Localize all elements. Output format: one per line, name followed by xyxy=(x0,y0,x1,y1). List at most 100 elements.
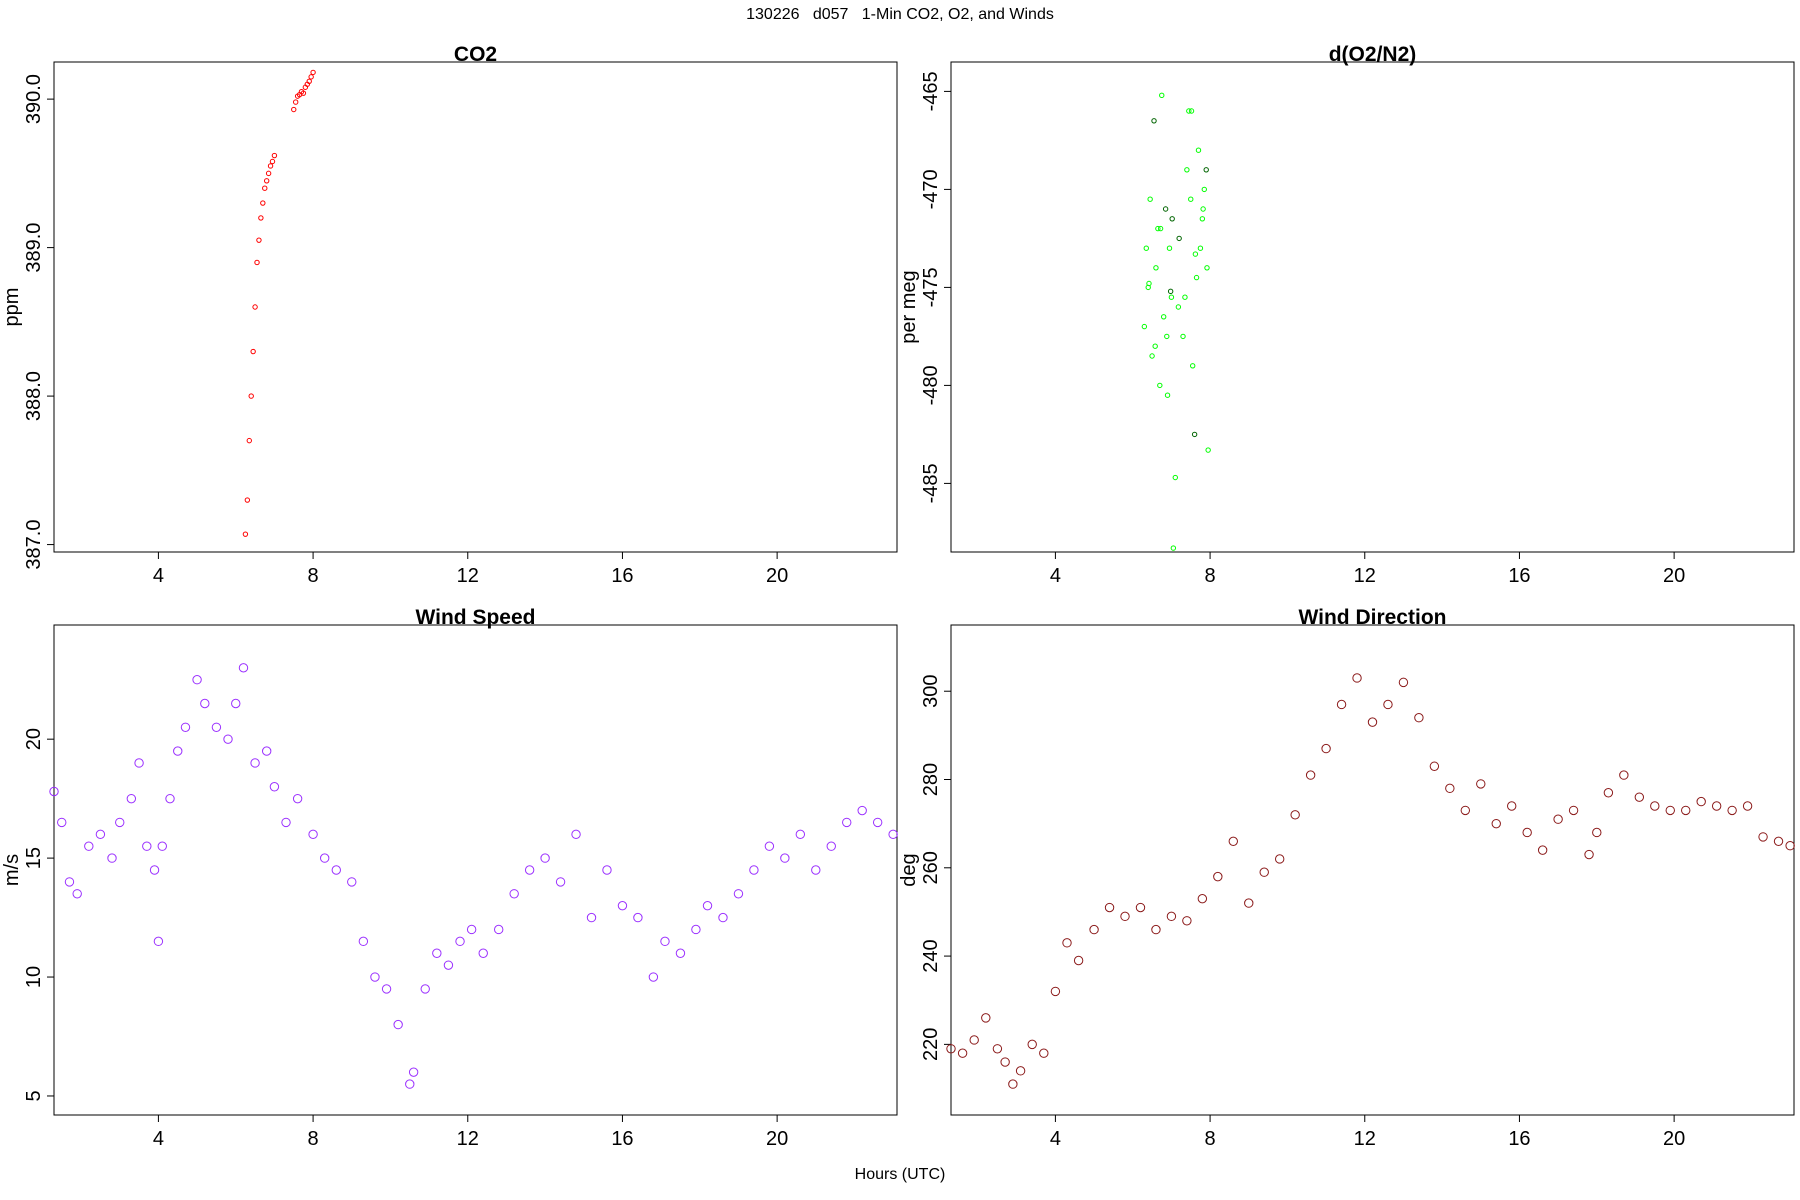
y-tick-label: 240 xyxy=(920,939,942,972)
data-point xyxy=(981,1013,991,1023)
data-point xyxy=(269,158,276,165)
data-point xyxy=(200,698,210,709)
data-point xyxy=(1151,118,1157,124)
data-point xyxy=(292,793,303,804)
data-point xyxy=(555,877,566,887)
data-point xyxy=(1522,827,1532,838)
data-point xyxy=(1491,818,1501,829)
data-point xyxy=(1155,225,1161,232)
data-point xyxy=(1199,216,1206,222)
data-point xyxy=(586,912,597,923)
data-point xyxy=(381,984,392,994)
data-point xyxy=(1169,216,1175,222)
data-point xyxy=(992,1044,1003,1054)
data-point xyxy=(1104,902,1115,913)
data-point xyxy=(1201,186,1207,193)
data-point xyxy=(269,782,280,792)
data-point xyxy=(478,948,488,958)
data-point xyxy=(1665,805,1675,816)
x-tick-label: 16 xyxy=(1508,1128,1530,1150)
data-point xyxy=(358,936,369,947)
data-point xyxy=(1429,761,1440,771)
data-point xyxy=(1773,836,1784,847)
data-point xyxy=(126,793,137,804)
y-tick-label: 280 xyxy=(920,763,942,796)
data-point xyxy=(265,170,272,177)
data-point xyxy=(780,853,790,863)
data-point xyxy=(811,865,821,875)
data-point xyxy=(872,817,883,828)
y-tick-label: 10 xyxy=(23,966,45,988)
y-tick-label: 15 xyxy=(23,847,45,869)
data-point xyxy=(115,817,125,828)
data-point xyxy=(749,865,759,875)
data-point xyxy=(238,663,249,673)
data-point xyxy=(675,948,686,958)
data-point xyxy=(509,889,519,899)
data-point xyxy=(1191,431,1198,438)
x-tick-label: 16 xyxy=(611,565,633,587)
data-point xyxy=(1149,353,1155,359)
data-point xyxy=(1758,832,1768,842)
x-tick-label: 20 xyxy=(1663,565,1685,587)
data-point xyxy=(1000,1057,1010,1067)
y-tick-label: -465 xyxy=(920,71,942,111)
data-point xyxy=(1166,911,1177,922)
data-point xyxy=(1584,849,1594,860)
data-point xyxy=(405,1079,415,1089)
x-tick-label: 12 xyxy=(1354,565,1376,587)
data-point xyxy=(1259,867,1269,877)
data-point xyxy=(246,437,252,444)
data-point xyxy=(1634,792,1645,802)
data-point xyxy=(1143,245,1149,251)
data-point xyxy=(1200,206,1206,212)
data-point xyxy=(1135,902,1146,913)
data-point xyxy=(254,259,260,266)
data-point xyxy=(1153,265,1159,271)
data-point xyxy=(1192,251,1199,257)
data-point xyxy=(49,786,59,797)
x-tick-label: 8 xyxy=(308,1128,319,1150)
data-point xyxy=(1197,245,1204,251)
plot-frame xyxy=(53,624,898,1116)
data-point xyxy=(267,163,274,169)
data-point xyxy=(842,817,852,828)
data-point xyxy=(134,758,144,768)
data-point xyxy=(1603,788,1614,798)
data-point xyxy=(420,984,430,994)
x-tick-label: 4 xyxy=(153,1128,164,1150)
plot-title: d(O2/N2) xyxy=(1329,43,1417,66)
chart-o2: d(O2/N2) 4 8 12 16 20 -485 -480 -475 -470 -465 per … xyxy=(898,43,1795,587)
chart-co2: CO2 4 8 12 16 20 387.0 388.0 389.0 390.0 ppm xyxy=(1,43,898,587)
y-tick-label: -485 xyxy=(920,463,942,503)
data-point xyxy=(1785,841,1795,851)
data-point xyxy=(231,698,241,709)
data-point xyxy=(1008,1079,1018,1089)
data-point xyxy=(1197,893,1208,904)
data-point xyxy=(72,889,82,899)
data-point xyxy=(494,924,504,935)
data-point xyxy=(1166,245,1173,251)
data-point xyxy=(660,936,670,947)
chart-wind-speed: Wind Speed 4 8 12 16 20 5 10 15 20 m/s xyxy=(1,606,898,1150)
data-point xyxy=(1460,805,1471,816)
data-point xyxy=(1696,796,1706,807)
plot-frame xyxy=(53,61,898,553)
data-point xyxy=(242,531,249,537)
data-point xyxy=(248,393,254,399)
x-tick-label: 8 xyxy=(308,565,319,587)
data-point xyxy=(1507,801,1517,811)
data-point xyxy=(1336,699,1347,710)
data-point xyxy=(1170,545,1177,551)
data-point xyxy=(1151,924,1161,935)
data-point xyxy=(633,912,643,923)
data-point xyxy=(1537,845,1548,855)
y-tick-label: 389.0 xyxy=(23,223,45,273)
data-point xyxy=(271,152,278,159)
data-point xyxy=(149,865,160,875)
data-point xyxy=(1228,836,1238,847)
x-tick-label: 8 xyxy=(1205,1128,1216,1150)
data-point xyxy=(1195,147,1202,153)
data-point xyxy=(370,972,380,982)
